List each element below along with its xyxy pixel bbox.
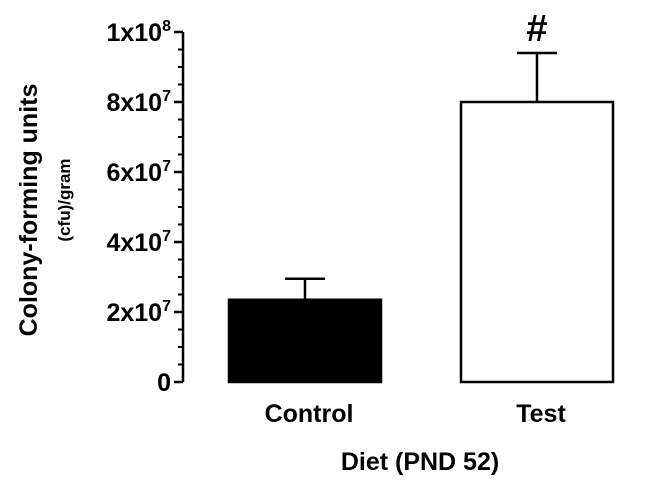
y-tick-label: 4x107 bbox=[106, 228, 171, 257]
y-tick-label: 8x107 bbox=[106, 88, 171, 117]
bars: # bbox=[227, 8, 615, 384]
y-axis-subtitle: (cfu)/gram bbox=[55, 158, 74, 241]
y-axis-title: Colony-forming units bbox=[15, 84, 43, 337]
y-tick-label: 0 bbox=[157, 369, 171, 397]
y-tick-label: 6x107 bbox=[106, 158, 171, 187]
x-axis-title: Diet (PND 52) bbox=[341, 448, 499, 476]
x-axis: Control Test bbox=[265, 400, 567, 428]
y-tick-label: 1x108 bbox=[106, 18, 171, 47]
y-tick-label: 2x107 bbox=[106, 298, 171, 327]
bar-test bbox=[459, 100, 615, 384]
x-tick-label-control: Control bbox=[265, 400, 354, 428]
y-axis: 0 2x107 4x107 6x107 8x107 1x108 bbox=[106, 18, 185, 397]
x-tick-label-test: Test bbox=[516, 400, 566, 428]
bar-control bbox=[227, 298, 383, 384]
significance-marker: # bbox=[526, 8, 547, 50]
